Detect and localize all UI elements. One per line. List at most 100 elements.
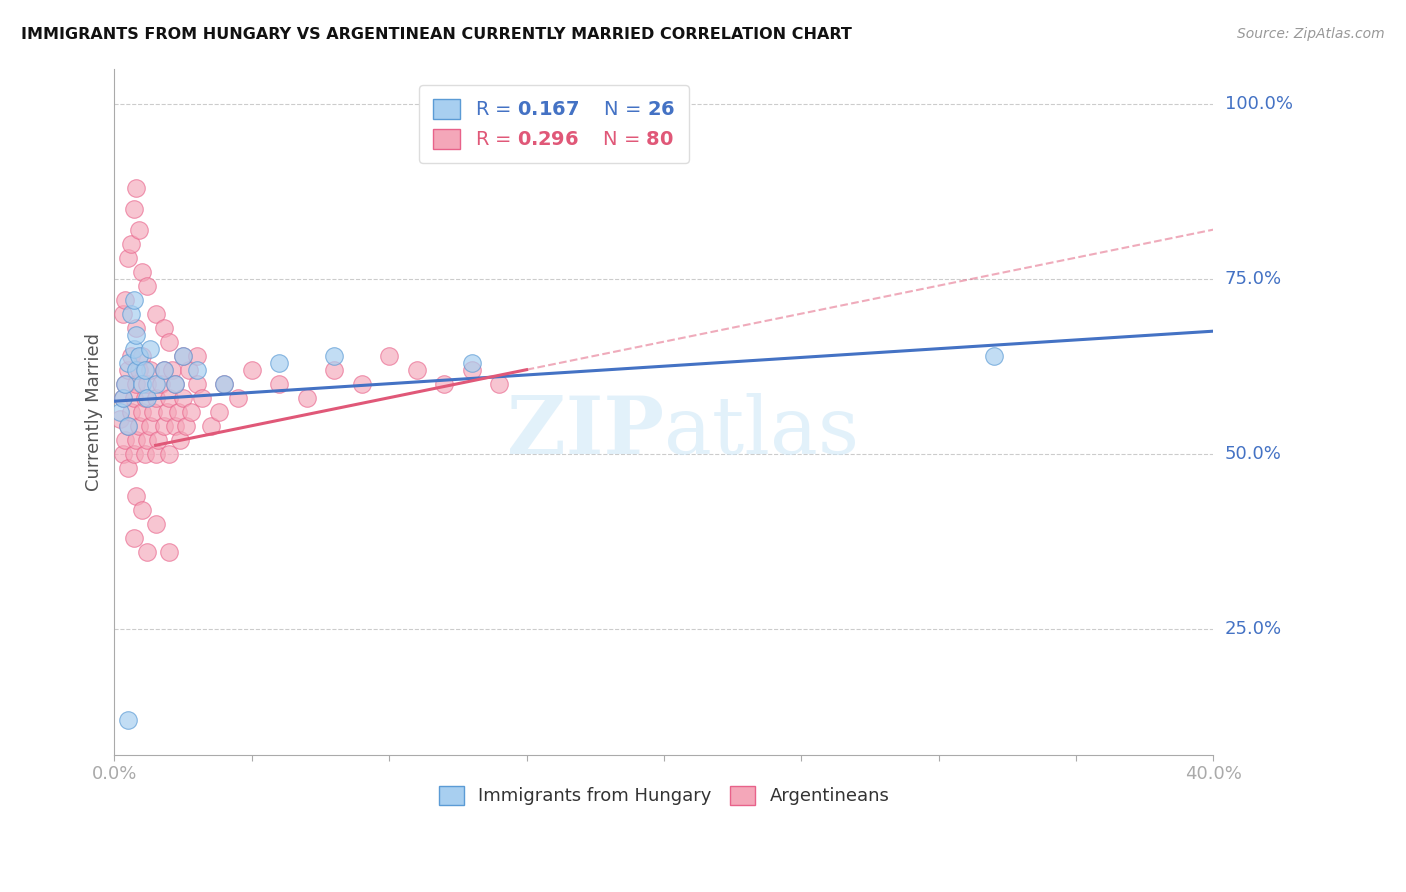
Point bbox=[122, 293, 145, 307]
Point bbox=[136, 545, 159, 559]
Point bbox=[139, 362, 162, 376]
Point bbox=[139, 418, 162, 433]
Point bbox=[122, 202, 145, 216]
Point bbox=[108, 411, 131, 425]
Point bbox=[153, 418, 176, 433]
Point bbox=[120, 236, 142, 251]
Text: 75.0%: 75.0% bbox=[1225, 269, 1282, 287]
Point bbox=[269, 356, 291, 370]
Y-axis label: Currently Married: Currently Married bbox=[86, 333, 103, 491]
Point bbox=[125, 320, 148, 334]
Point bbox=[122, 531, 145, 545]
Point bbox=[405, 362, 427, 376]
Point bbox=[160, 362, 183, 376]
Point bbox=[269, 376, 291, 391]
Point bbox=[240, 362, 263, 376]
Point bbox=[117, 418, 139, 433]
Point bbox=[186, 349, 208, 363]
Point bbox=[295, 391, 318, 405]
Point bbox=[125, 489, 148, 503]
Point bbox=[125, 433, 148, 447]
Text: atlas: atlas bbox=[664, 393, 859, 471]
Point bbox=[163, 376, 186, 391]
Point bbox=[125, 362, 148, 376]
Point bbox=[117, 362, 139, 376]
Point bbox=[120, 405, 142, 419]
Point bbox=[174, 418, 197, 433]
Point bbox=[433, 376, 456, 391]
Point bbox=[131, 265, 153, 279]
Point bbox=[172, 391, 194, 405]
Point bbox=[128, 418, 150, 433]
Point bbox=[145, 307, 167, 321]
Point bbox=[114, 376, 136, 391]
Point bbox=[378, 349, 401, 363]
Point bbox=[460, 356, 482, 370]
Point bbox=[153, 362, 176, 376]
Point bbox=[114, 293, 136, 307]
Point bbox=[111, 391, 134, 405]
Point bbox=[142, 405, 165, 419]
Point bbox=[145, 447, 167, 461]
Point bbox=[134, 391, 156, 405]
Text: IMMIGRANTS FROM HUNGARY VS ARGENTINEAN CURRENTLY MARRIED CORRELATION CHART: IMMIGRANTS FROM HUNGARY VS ARGENTINEAN C… bbox=[21, 27, 852, 42]
Point bbox=[983, 349, 1005, 363]
Point bbox=[208, 405, 231, 419]
Point bbox=[200, 418, 222, 433]
Point bbox=[128, 362, 150, 376]
Point bbox=[111, 447, 134, 461]
Point bbox=[120, 307, 142, 321]
Point bbox=[214, 376, 236, 391]
Point bbox=[157, 334, 180, 349]
Point bbox=[117, 356, 139, 370]
Point bbox=[125, 180, 148, 194]
Point bbox=[186, 376, 208, 391]
Point bbox=[163, 376, 186, 391]
Point bbox=[350, 376, 373, 391]
Point bbox=[114, 433, 136, 447]
Point bbox=[177, 362, 200, 376]
Point bbox=[157, 545, 180, 559]
Point bbox=[460, 362, 482, 376]
Point bbox=[125, 376, 148, 391]
Point bbox=[131, 405, 153, 419]
Text: 25.0%: 25.0% bbox=[1225, 620, 1282, 638]
Point bbox=[323, 362, 346, 376]
Point bbox=[226, 391, 249, 405]
Text: 50.0%: 50.0% bbox=[1225, 445, 1281, 463]
Point bbox=[153, 362, 176, 376]
Point bbox=[136, 278, 159, 293]
Point bbox=[122, 447, 145, 461]
Point bbox=[145, 376, 167, 391]
Point bbox=[156, 405, 179, 419]
Text: Source: ZipAtlas.com: Source: ZipAtlas.com bbox=[1237, 27, 1385, 41]
Point bbox=[180, 405, 202, 419]
Point bbox=[157, 391, 180, 405]
Point bbox=[122, 391, 145, 405]
Point bbox=[148, 433, 170, 447]
Point bbox=[117, 251, 139, 265]
Point bbox=[172, 349, 194, 363]
Point bbox=[117, 460, 139, 475]
Point bbox=[172, 349, 194, 363]
Point bbox=[128, 349, 150, 363]
Point bbox=[153, 320, 176, 334]
Point bbox=[169, 433, 191, 447]
Legend: Immigrants from Hungary, Argentineans: Immigrants from Hungary, Argentineans bbox=[430, 777, 898, 814]
Point bbox=[120, 349, 142, 363]
Point bbox=[131, 349, 153, 363]
Point bbox=[145, 516, 167, 531]
Point bbox=[117, 713, 139, 727]
Point bbox=[166, 405, 188, 419]
Point bbox=[214, 376, 236, 391]
Point bbox=[488, 376, 510, 391]
Point bbox=[114, 376, 136, 391]
Point bbox=[157, 447, 180, 461]
Point bbox=[191, 391, 214, 405]
Point bbox=[163, 418, 186, 433]
Point bbox=[117, 418, 139, 433]
Point bbox=[125, 327, 148, 342]
Point bbox=[136, 391, 159, 405]
Point bbox=[134, 362, 156, 376]
Text: ZIP: ZIP bbox=[508, 393, 664, 471]
